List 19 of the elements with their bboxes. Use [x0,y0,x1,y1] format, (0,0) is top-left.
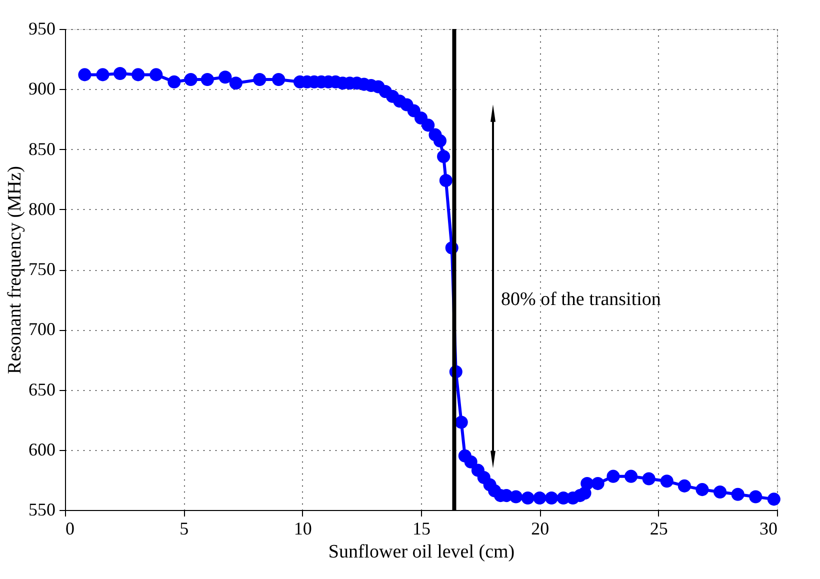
x-tick-label: 25 [650,518,668,538]
x-tick-label: 20 [531,518,550,538]
x-tick-label: 15 [412,518,430,538]
y-axis-title: Resonant frequency (MHz) [4,166,26,374]
y-tick-label: 600 [28,439,56,460]
x-tick-label: 5 [180,518,189,538]
y-tick-label: 800 [28,198,56,219]
y-tick-label: 950 [28,18,56,38]
x-tick-label: 30 [760,518,778,538]
y-tick-label: 650 [28,379,56,400]
annotation: 80% of the transition [501,289,662,310]
x-axis-title: Sunflower oil level (cm) [328,542,515,562]
x-tick-label: 10 [294,518,312,538]
y-tick-label: 850 [28,138,56,159]
y-tick-label: 750 [28,259,56,279]
y-tick-label: 900 [28,78,56,99]
y-tick-label: 550 [28,500,56,520]
x-tick-label: 0 [66,518,74,538]
y-tick-label: 700 [28,319,56,340]
